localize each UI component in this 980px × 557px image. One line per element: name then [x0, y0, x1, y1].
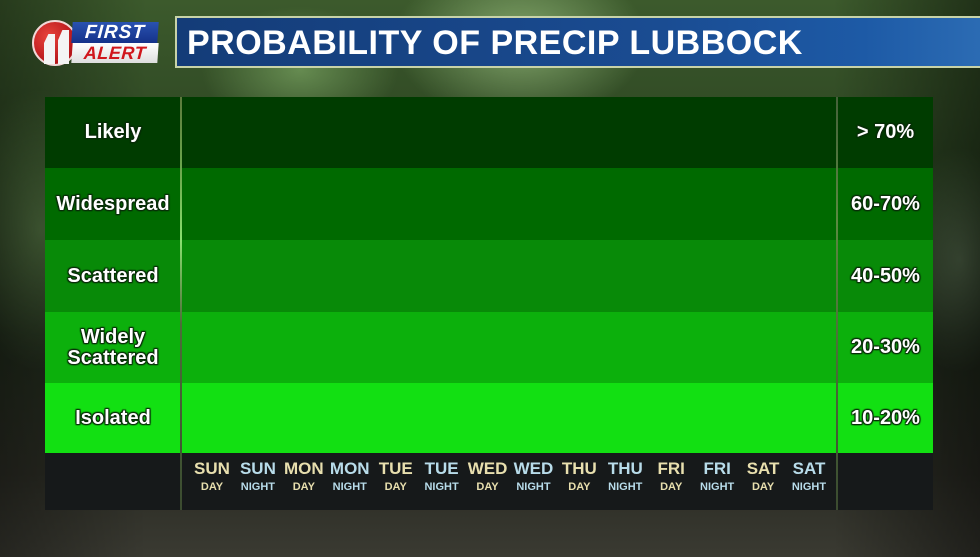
- forecast-band: [182, 312, 837, 383]
- period-wed-day: WED DAY: [467, 459, 508, 494]
- period-axis: SUN DAY SUN NIGHT MON DAY MON NIGHT TUE DAY T…: [45, 453, 933, 510]
- period-labels: SUN DAY SUN NIGHT MON DAY MON NIGHT TUE DAY T…: [182, 453, 837, 510]
- period-fri-night: FRI NIGHT: [700, 459, 735, 494]
- period-mon-day: MON DAY: [284, 459, 324, 494]
- period-sat-night: SAT NIGHT: [791, 459, 827, 494]
- period-fri-day: FRI DAY: [657, 459, 685, 494]
- period-thu-day: THU DAY: [561, 459, 597, 494]
- channel-number: [42, 28, 72, 64]
- category-label: Isolated: [75, 406, 151, 429]
- category-label: Likely: [84, 121, 142, 143]
- category-label: Widespread: [56, 192, 170, 215]
- percent-range: 40-50%: [851, 264, 920, 287]
- forecast-band: [182, 168, 837, 240]
- precip-probability-table: Likely > 70% Widespread 60-70% Scattered…: [45, 97, 933, 510]
- first-alert-logo: FIRST ALERT: [32, 18, 162, 70]
- row-likely: Likely > 70%: [45, 97, 933, 168]
- percent-range: 10-20%: [851, 406, 920, 429]
- percent-range: 20-30%: [851, 336, 920, 358]
- category-label: Widely Scattered: [67, 325, 159, 369]
- category-label: Scattered: [67, 264, 159, 287]
- logo-alert-text: ALERT: [71, 43, 159, 63]
- period-wed-night: WED NIGHT: [513, 459, 554, 494]
- forecast-band: [182, 97, 837, 168]
- period-mon-night: MON NIGHT: [329, 459, 370, 494]
- row-widespread: Widespread 60-70%: [45, 168, 933, 240]
- page-title: PROBABILITY OF PRECIP LUBBOCK: [187, 24, 803, 62]
- left-column-divider: [180, 97, 182, 510]
- period-sat-day: SAT DAY: [746, 459, 780, 494]
- row-scattered: Scattered 40-50%: [45, 240, 933, 312]
- period-tue-day: TUE DAY: [378, 459, 413, 494]
- period-thu-night: THU NIGHT: [607, 459, 643, 494]
- forecast-band: [182, 240, 837, 312]
- right-column-divider: [836, 97, 838, 510]
- logo-first-text: FIRST: [71, 22, 159, 43]
- row-widely-scattered: Widely Scattered 20-30%: [45, 312, 933, 383]
- forecast-band: [182, 383, 837, 453]
- title-bar: PROBABILITY OF PRECIP LUBBOCK: [175, 16, 980, 68]
- percent-range: > 70%: [856, 121, 915, 143]
- row-isolated: Isolated 10-20%: [45, 383, 933, 453]
- percent-range: 60-70%: [851, 192, 920, 215]
- period-sun-night: SUN NIGHT: [239, 459, 276, 494]
- period-tue-night: TUE NIGHT: [424, 459, 459, 494]
- period-sun-day: SUN DAY: [194, 459, 230, 494]
- channel-11-icon: [32, 20, 78, 66]
